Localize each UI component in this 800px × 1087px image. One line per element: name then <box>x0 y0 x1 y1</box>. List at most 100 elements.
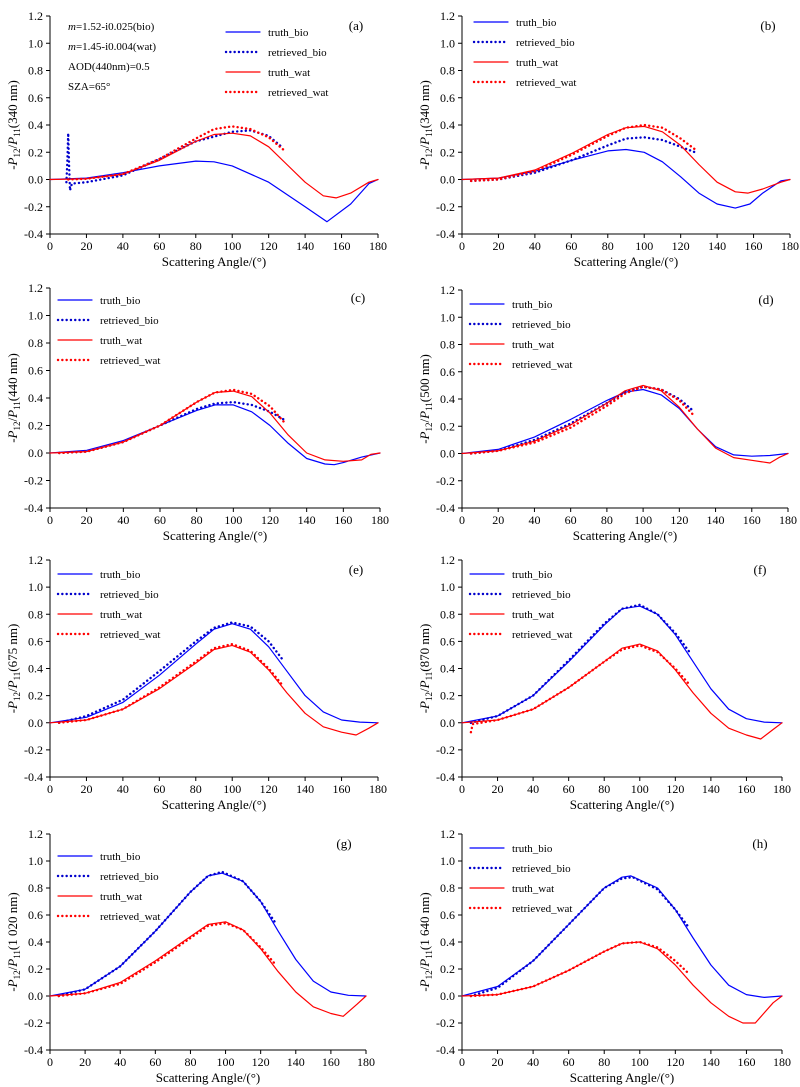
y-tick-label: -0.4 <box>436 1043 455 1057</box>
y-tick-label: 1.2 <box>28 827 43 841</box>
y-tick-label: 0.2 <box>440 145 455 159</box>
y-tick-label: 0.6 <box>440 365 455 379</box>
annotation: m=1.45-i0.004(wat) <box>68 41 156 53</box>
y-axis-title: -P12/P11(500 nm) <box>417 354 434 444</box>
y-axis-title: -P12/P11(1 640 nm) <box>417 892 434 991</box>
y-tick-label: 0.6 <box>28 634 43 648</box>
legend-label-truth_bio: truth_bio <box>268 27 309 39</box>
series-line-retrieved_bio <box>469 603 691 724</box>
series-line-truth_wat <box>49 921 367 1017</box>
legend-label-truth_wat: truth_wat <box>100 609 142 621</box>
y-axis-title: -P12/P11(1 020 nm) <box>5 892 22 991</box>
panel-label: (h) <box>752 836 767 851</box>
y-tick-label: 0.4 <box>28 118 43 132</box>
x-tick-label: 20 <box>80 239 92 253</box>
y-tick-label: 0.2 <box>28 419 43 433</box>
y-tick-label: 0.0 <box>440 447 455 461</box>
x-tick-label: 0 <box>47 239 53 253</box>
x-tick-label: 160 <box>737 1055 755 1069</box>
x-tick-label: 20 <box>492 782 504 796</box>
y-tick-label: 0.6 <box>440 91 455 105</box>
legend: truth_bio retrieved_bio truth_wat retrieved… <box>56 295 160 367</box>
legend-label-truth_wat: truth_wat <box>512 609 554 621</box>
legend-label-truth_bio: truth_bio <box>512 843 553 855</box>
y-tick-label: 0.2 <box>440 419 455 433</box>
x-tick-label: 180 <box>779 513 797 527</box>
x-tick-label: 140 <box>296 782 314 796</box>
y-tick-label: -0.2 <box>24 743 43 757</box>
y-tick-label: 1.2 <box>28 9 43 23</box>
x-tick-label: 0 <box>459 1055 465 1069</box>
series-line-truth_bio <box>49 872 367 997</box>
x-tick-label: 120 <box>670 513 688 527</box>
x-tick-label: 120 <box>261 513 279 527</box>
y-tick-label: 0.6 <box>440 634 455 648</box>
y-tick-label: 1.0 <box>440 580 455 594</box>
series-line-retrieved_wat <box>469 644 691 734</box>
x-tick-label: 40 <box>117 782 129 796</box>
y-tick-label: -0.2 <box>24 474 43 488</box>
panel-label: (e) <box>349 562 363 577</box>
series-line-retrieved_wat <box>469 385 695 455</box>
x-tick-label: 20 <box>492 239 504 253</box>
x-tick-label: 40 <box>527 782 539 796</box>
series-line-retrieved_bio <box>57 621 285 724</box>
x-tick-label: 80 <box>190 782 202 796</box>
y-tick-label: 1.2 <box>440 827 455 841</box>
legend-label-truth_bio: truth_bio <box>512 569 553 581</box>
x-tick-label: 160 <box>743 513 761 527</box>
x-tick-label: 0 <box>47 1055 53 1069</box>
y-axis-title: -P12/P11(870 nm) <box>417 624 434 714</box>
x-tick-label: 0 <box>47 782 53 796</box>
y-tick-label: 1.2 <box>28 281 43 295</box>
y-tick-label: 0.0 <box>28 716 43 730</box>
x-axis-title: Scattering Angle/(°) <box>573 528 677 543</box>
annotation: AOD(440nm)=0.5 <box>68 61 150 73</box>
y-tick-label: 0.2 <box>440 962 455 976</box>
x-tick-label: 160 <box>745 239 763 253</box>
x-tick-label: 20 <box>492 513 504 527</box>
series-line-retrieved_wat <box>57 642 285 724</box>
y-tick-label: 0.8 <box>28 881 43 895</box>
legend: truth_bio retrieved_bio truth_wat retrieved… <box>472 17 576 89</box>
legend-label-truth_bio: truth_bio <box>516 17 557 29</box>
y-tick-label: 1.0 <box>28 36 43 50</box>
y-tick-label: -0.4 <box>436 770 455 784</box>
panel-label: (c) <box>351 290 365 305</box>
legend-label-retrieved_bio: retrieved_bio <box>268 47 327 59</box>
x-tick-label: 80 <box>601 513 613 527</box>
x-tick-label: 180 <box>369 239 387 253</box>
y-tick-label: 0.4 <box>28 935 43 949</box>
y-tick-label: 1.0 <box>28 854 43 868</box>
series-line-truth_bio <box>461 605 783 724</box>
panel-label: (d) <box>758 292 773 307</box>
legend-label-truth_bio: truth_bio <box>100 851 141 863</box>
x-tick-label: 100 <box>631 782 649 796</box>
y-tick-label: -0.4 <box>436 227 455 241</box>
series-line-retrieved_bio <box>65 129 285 192</box>
y-axis-title: -P12/P11(440 nm) <box>5 353 22 443</box>
x-tick-label: 180 <box>357 1055 375 1069</box>
panel-label: (f) <box>754 562 767 577</box>
series-line-retrieved_bio <box>58 400 286 455</box>
annotation: m=1.52-i0.025(bio) <box>68 21 155 33</box>
x-axis-title: Scattering Angle/(°) <box>163 528 267 543</box>
x-tick-label: 0 <box>459 782 465 796</box>
x-axis-title: Scattering Angle/(°) <box>162 797 266 812</box>
x-tick-label: 20 <box>80 782 92 796</box>
x-tick-label: 40 <box>528 513 540 527</box>
chart-panel-3: 0 20 40 60 80 100 120 140 160 180 -0.4 -0.2 0.0 0.2 0.… <box>5 281 389 543</box>
legend-label-retrieved_bio: retrieved_bio <box>512 863 571 875</box>
x-tick-label: 0 <box>47 513 53 527</box>
x-tick-label: 60 <box>565 513 577 527</box>
y-tick-label: -0.2 <box>436 1016 455 1030</box>
x-tick-label: 20 <box>81 513 93 527</box>
y-tick-label: 0.8 <box>28 336 43 350</box>
series-line-truth_bio <box>49 623 379 724</box>
legend-label-retrieved_bio: retrieved_bio <box>100 315 159 327</box>
series-line-truth_wat <box>49 390 381 462</box>
series-line-truth_bio <box>49 160 379 223</box>
series-line-truth_bio <box>49 404 381 466</box>
y-tick-label: -0.2 <box>436 200 455 214</box>
x-tick-label: 100 <box>224 513 242 527</box>
